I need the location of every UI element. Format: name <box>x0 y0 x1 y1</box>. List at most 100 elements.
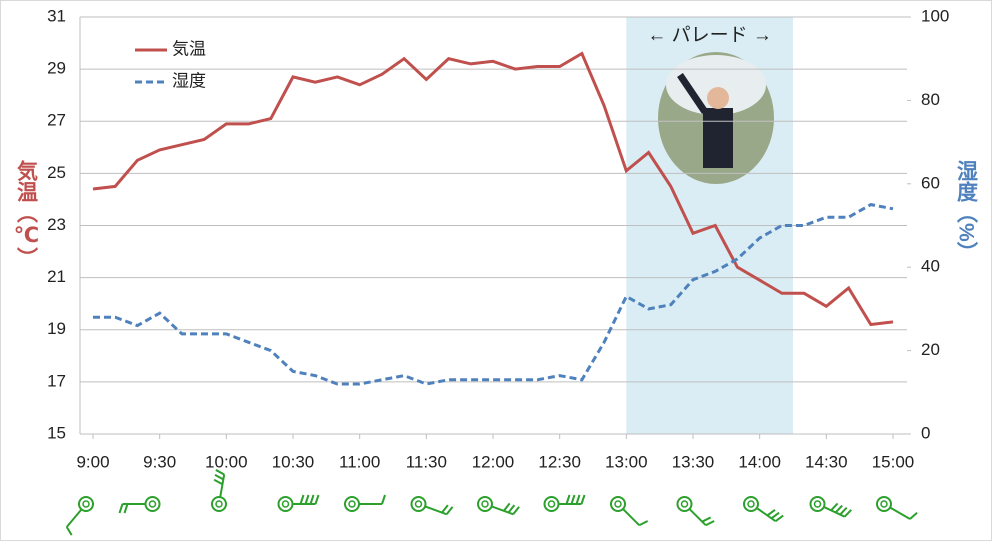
wind-ring <box>477 496 493 512</box>
wind-barb <box>314 494 320 505</box>
wind-barb <box>118 503 124 514</box>
y-tick-label: 29 <box>47 59 66 78</box>
x-tick-label: 10:00 <box>205 452 248 471</box>
wind-dot <box>148 500 157 508</box>
photo-head <box>707 87 729 109</box>
wind-ring <box>743 496 759 512</box>
legend-label: 湿度 <box>172 71 206 90</box>
x-tick-label: 15:00 <box>872 452 915 471</box>
wind-dot <box>547 500 556 508</box>
wind-barb <box>304 494 310 505</box>
wind-ring <box>610 496 626 512</box>
wind-arm <box>65 508 83 536</box>
wind-barb <box>213 478 223 486</box>
y-tick-label: 31 <box>47 6 66 25</box>
y-tick-label: 19 <box>47 319 66 338</box>
wind-barb <box>503 502 511 512</box>
wind-symbol <box>477 496 520 516</box>
x-tick-label: 14:30 <box>805 452 848 471</box>
wind-barb <box>830 502 839 512</box>
y-tick-label: 15 <box>47 423 66 442</box>
wind-arm <box>889 506 918 520</box>
y2-tick-label: 40 <box>921 257 940 276</box>
photo-person <box>703 108 733 168</box>
wind-dot <box>813 500 822 508</box>
wind-ring <box>211 496 227 512</box>
wind-arm <box>118 503 146 514</box>
wind-shaft <box>622 508 640 526</box>
wind-dot <box>281 500 290 508</box>
wind-barb <box>843 509 852 518</box>
y2-tick-label: 100 <box>921 6 949 25</box>
parade-photo <box>658 52 774 184</box>
x-tick-label: 9:30 <box>143 452 176 471</box>
wind-barb <box>834 504 843 514</box>
wind-shaft <box>491 505 514 516</box>
wind-shaft <box>65 508 83 528</box>
wind-symbol <box>876 496 918 520</box>
y-tick-label: 23 <box>47 215 66 234</box>
wind-dot <box>414 500 423 508</box>
wind-arm <box>823 502 852 518</box>
wind-barb <box>580 494 586 505</box>
y-tick-label: 17 <box>47 371 66 390</box>
wind-dot <box>82 500 90 508</box>
wind-dot <box>481 500 489 508</box>
wind-symbol <box>676 496 715 527</box>
wind-barb <box>705 520 715 527</box>
series-line <box>92 51 894 327</box>
wind-ring <box>410 496 427 512</box>
wind-arm <box>491 502 520 516</box>
wind-barb <box>215 469 225 476</box>
wind-dot <box>880 500 888 508</box>
y2-tick-label: 60 <box>921 173 940 192</box>
y2-tick-label: 80 <box>921 90 940 109</box>
wind-barb <box>575 494 581 505</box>
wind-barb <box>512 506 520 515</box>
wind-symbol <box>118 496 161 514</box>
wind-arm <box>292 494 320 505</box>
photo-sky <box>666 55 766 115</box>
y-tick-label: 27 <box>47 111 66 130</box>
wind-arm <box>424 504 454 516</box>
y2-tick-label: 20 <box>921 340 940 359</box>
x-tick-label: 11:00 <box>339 452 380 471</box>
wind-symbol <box>277 494 320 512</box>
y-axis-title: 気温（℃） <box>14 159 38 268</box>
wind-shaft <box>688 508 707 526</box>
wind-arm <box>558 494 586 505</box>
wind-barb <box>214 473 224 481</box>
wind-barb <box>123 503 129 514</box>
wind-ring <box>676 496 693 512</box>
wind-barb <box>839 506 848 516</box>
wind-barb <box>638 520 649 527</box>
wind-barb <box>909 511 918 520</box>
wind-barb <box>65 526 73 536</box>
wind-dot <box>680 500 689 508</box>
wind-shaft <box>219 474 226 498</box>
wind-barb <box>441 504 449 514</box>
wind-arm <box>213 469 226 498</box>
wind-ring <box>809 496 826 512</box>
wind-shaft <box>424 505 448 516</box>
wind-symbol <box>65 496 94 536</box>
wind-symbol <box>743 496 784 523</box>
x-tick-label: 12:00 <box>472 452 515 471</box>
x-tick-label: 10:30 <box>272 452 315 471</box>
legend-label: 気温 <box>172 39 206 58</box>
wind-barb <box>770 511 780 520</box>
wind-barb <box>565 494 571 505</box>
y-tick-label: 21 <box>47 267 66 286</box>
wind-dot <box>747 500 755 508</box>
wind-shaft <box>889 506 911 520</box>
wind-barb <box>309 494 315 505</box>
wind-shaft <box>823 506 846 518</box>
wind-barb <box>570 494 576 505</box>
x-tick-label: 12:30 <box>538 452 581 471</box>
wind-symbol <box>610 496 649 527</box>
wind-symbol <box>344 494 386 512</box>
wind-arm <box>756 507 784 523</box>
wind-barb <box>701 516 712 523</box>
x-tick-label: 9:00 <box>76 452 109 471</box>
